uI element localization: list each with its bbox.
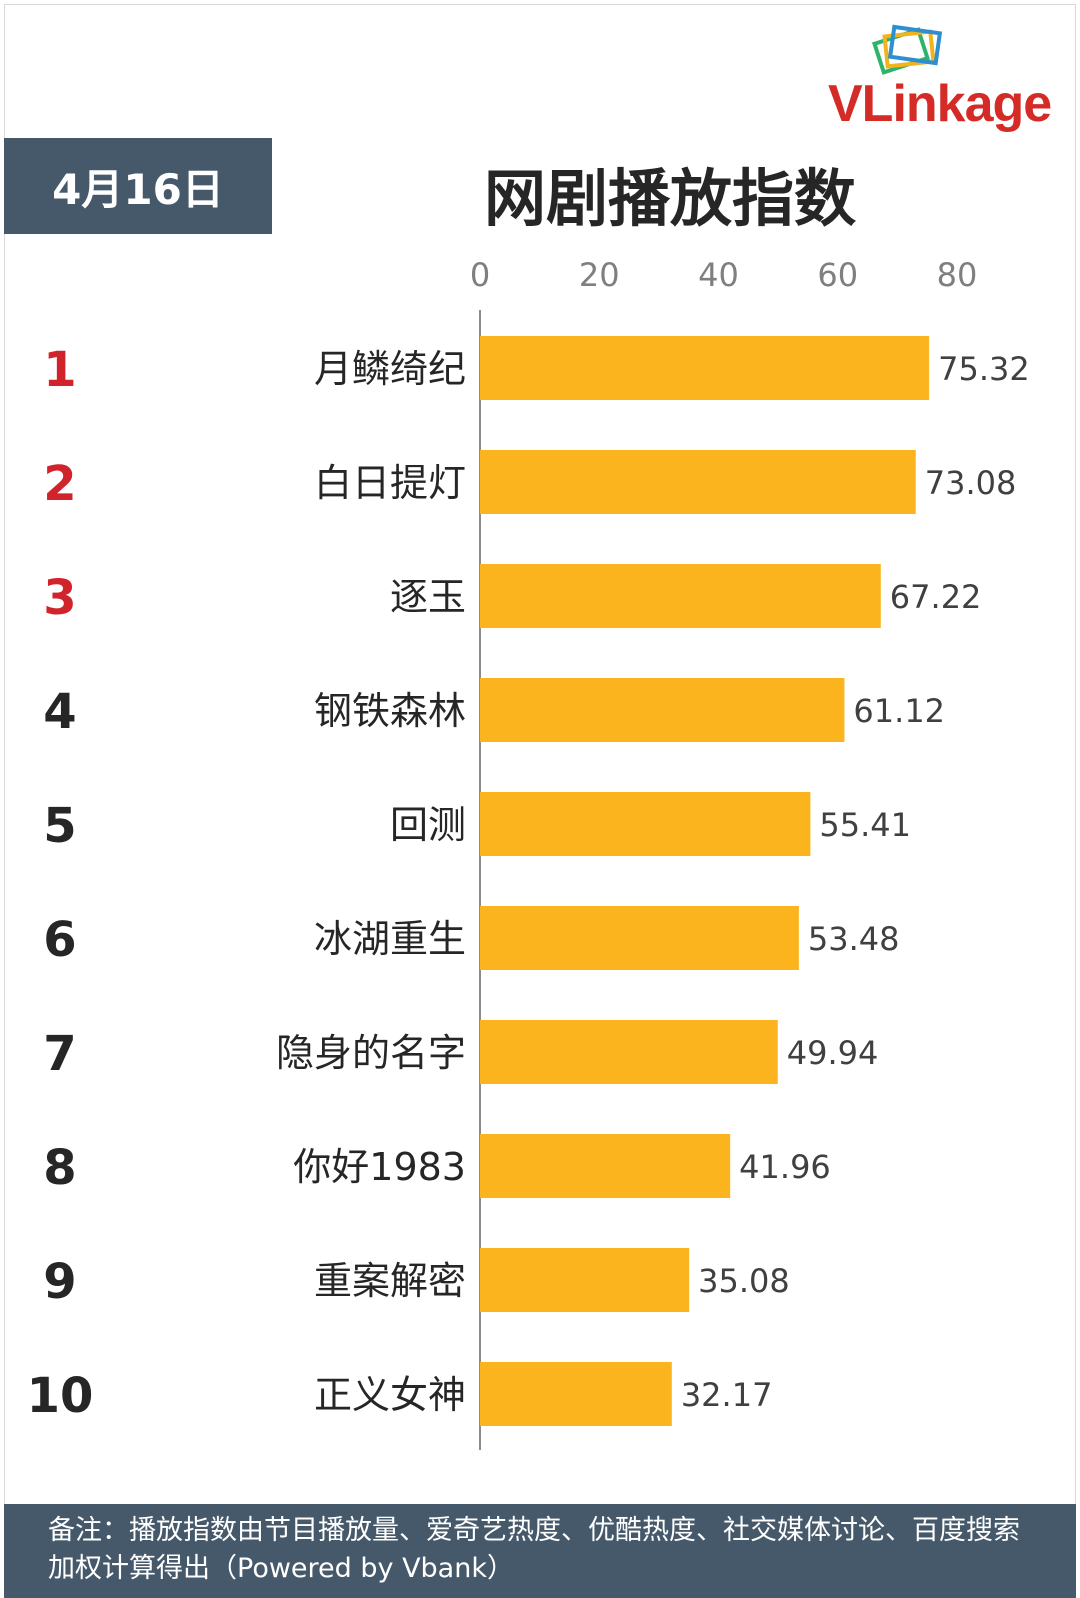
x-tick-label: 80	[937, 256, 978, 294]
rank-number: 1	[43, 342, 76, 398]
footer-note: 备注：播放指数由节目播放量、爱奇艺热度、优酷热度、社交媒体讨论、百度搜索加权计算…	[4, 1504, 1076, 1598]
rank-number: 10	[27, 1368, 94, 1424]
data-label: 55.41	[819, 806, 911, 844]
bar	[480, 792, 811, 856]
bar	[480, 906, 799, 970]
category-label: 逐玉	[390, 575, 466, 619]
rank-number: 3	[43, 570, 76, 626]
bar	[480, 1362, 672, 1426]
bar	[480, 1020, 778, 1084]
bar-chart: 0 20 40 60 80 75.32 月鳞绮纪 1 73.08 白日提灯 2 67.22 逐玉 3 61.…	[27, 256, 1030, 1450]
x-tick-label: 40	[698, 256, 739, 294]
data-label: 32.17	[681, 1376, 773, 1414]
rank-number: 8	[43, 1140, 76, 1196]
category-label: 正义女神	[314, 1373, 466, 1417]
category-label: 回测	[390, 803, 466, 847]
date-badge: 4月16日	[4, 138, 272, 234]
category-label: 重案解密	[314, 1259, 466, 1303]
category-label: 白日提灯	[314, 461, 466, 505]
data-label: 41.96	[739, 1148, 831, 1186]
data-label: 75.32	[938, 350, 1030, 388]
data-label: 73.08	[925, 464, 1017, 502]
data-label: 53.48	[808, 920, 900, 958]
data-label: 49.94	[787, 1034, 879, 1072]
category-label: 冰湖重生	[314, 917, 466, 961]
category-label: 隐身的名字	[276, 1031, 466, 1075]
x-tick-label: 60	[817, 256, 858, 294]
rank-number: 5	[43, 798, 76, 854]
chart-title: 网剧播放指数	[483, 162, 856, 235]
logo-text: VLinkage	[828, 75, 1052, 133]
category-label: 月鳞绮纪	[314, 347, 466, 391]
data-label: 35.08	[698, 1262, 790, 1300]
bar	[480, 336, 930, 400]
bar	[480, 678, 845, 742]
rank-number: 4	[43, 684, 76, 740]
rank-number: 6	[43, 912, 76, 968]
bar	[480, 564, 881, 628]
data-label: 67.22	[890, 578, 982, 616]
logo-cards-icon	[871, 24, 943, 75]
bar	[480, 1248, 690, 1312]
category-label: 钢铁森林	[314, 689, 466, 733]
vlinkage-logo: VLinkage	[820, 22, 1070, 133]
category-label: 你好1983	[293, 1145, 466, 1189]
x-tick-label: 20	[579, 256, 620, 294]
bar	[480, 1134, 731, 1198]
bar	[480, 450, 916, 514]
rank-number: 9	[43, 1254, 76, 1310]
rank-number: 7	[43, 1026, 76, 1082]
x-tick-label: 0	[470, 256, 490, 294]
rank-number: 2	[43, 456, 76, 512]
data-label: 61.12	[853, 692, 945, 730]
